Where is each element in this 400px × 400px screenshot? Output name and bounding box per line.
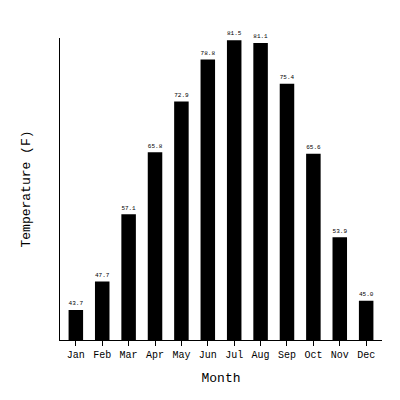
svg-text:Temperature (F): Temperature (F) [19,130,34,247]
svg-text:65.8: 65.8 [148,143,163,150]
svg-text:Feb: Feb [93,350,111,361]
svg-text:Sep: Sep [278,350,296,361]
svg-text:Nov: Nov [331,350,349,361]
svg-text:81.1: 81.1 [253,33,268,40]
svg-text:45.0: 45.0 [359,291,374,298]
svg-text:Jan: Jan [67,350,85,361]
svg-text:75.4: 75.4 [280,74,295,81]
svg-text:Dec: Dec [357,350,375,361]
svg-text:53.9: 53.9 [333,228,348,235]
svg-text:Aug: Aug [252,350,270,361]
svg-text:72.9: 72.9 [174,92,189,99]
svg-text:Jun: Jun [199,350,217,361]
svg-text:May: May [172,350,190,361]
svg-text:43.7: 43.7 [69,300,84,307]
svg-text:81.5: 81.5 [227,30,242,37]
svg-text:78.8: 78.8 [201,50,216,57]
svg-text:57.1: 57.1 [121,205,136,212]
svg-text:65.6: 65.6 [306,144,321,151]
svg-text:Oct: Oct [304,350,322,361]
svg-text:Month: Month [201,371,240,386]
svg-text:Apr: Apr [146,350,164,361]
svg-text:Jul: Jul [225,350,243,361]
svg-text:Mar: Mar [120,350,138,361]
svg-text:47.7: 47.7 [95,272,110,279]
